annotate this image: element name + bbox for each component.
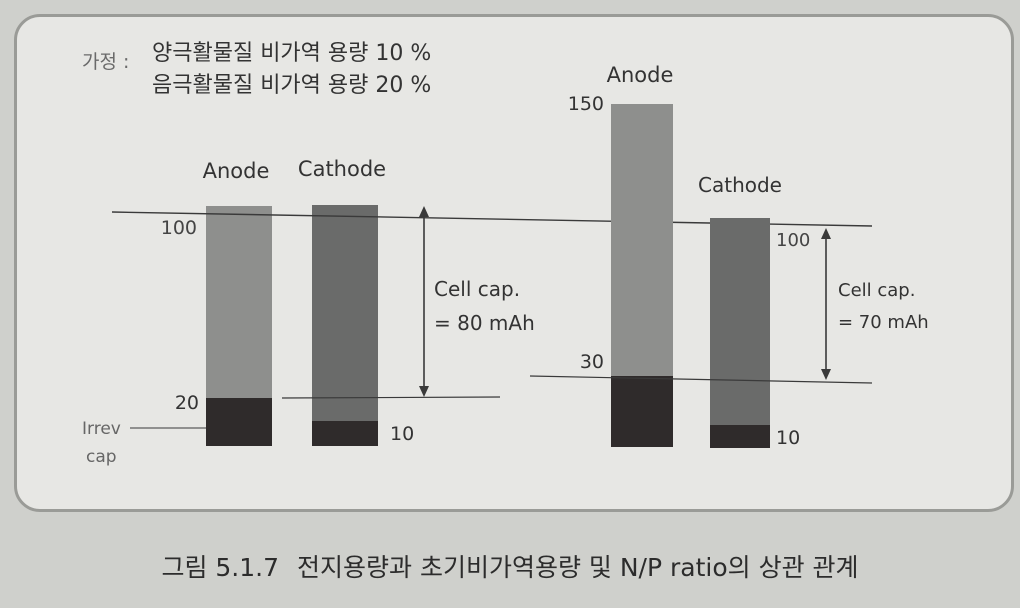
right-cell-cap-line-1: Cell cap. <box>838 280 915 301</box>
left-anode-bar <box>206 206 272 398</box>
figure-number: 그림 5.1.7 <box>161 553 280 582</box>
right-anode-label: Anode <box>607 63 674 87</box>
assumption-line-1: 양극활물질 비가역 용량 10 % <box>152 41 431 66</box>
right-anode-irrev-value: 30 <box>580 351 604 373</box>
left-cell-cap-line-2: = 80 mAh <box>434 311 535 335</box>
left-cathode-bar <box>312 205 378 421</box>
assumption-line-2: 음극활물질 비가역 용량 20 % <box>152 73 431 98</box>
figure-caption: 그림 5.1.7 전지용량과 초기비가역용량 및 N/P ratio의 상관 관계 <box>0 548 1020 584</box>
left-arrow-head-up <box>419 206 429 217</box>
right-anode-bar <box>611 104 673 376</box>
right-cathode-top-value: 100 <box>776 230 810 251</box>
right-cathode-label: Cathode <box>698 173 782 197</box>
figure-panel <box>14 14 1014 512</box>
right-anode-top-value: 150 <box>568 93 604 115</box>
left-anode-irrev-bar <box>206 398 272 446</box>
left-anode-top-value: 100 <box>161 217 197 239</box>
capacity-diagram: 가정 : 양극활물질 비가역 용량 10 % 음극활물질 비가역 용량 20 %… <box>82 41 929 467</box>
left-cathode-irrev-bar <box>312 421 378 446</box>
left-bottom-reference-line <box>281 396 501 399</box>
right-anode-irrev-bar <box>611 376 673 447</box>
right-cell-cap-line-2: = 70 mAh <box>838 312 929 333</box>
right-bottom-reference-line <box>529 375 873 384</box>
left-cathode-irrev-value: 10 <box>390 423 414 445</box>
left-anode-label: Anode <box>203 159 270 183</box>
left-cell-cap-line-1: Cell cap. <box>434 277 520 301</box>
right-cathode-bar <box>710 218 770 425</box>
caption-text: 전지용량과 초기비가역용량 및 N/P ratio의 상관 관계 <box>297 553 859 582</box>
left-arrow-head-down <box>419 386 429 397</box>
assumption-prefix: 가정 : <box>82 51 129 73</box>
irrev-label-line-1: Irrev <box>82 419 121 439</box>
right-cathode-irrev-bar <box>710 425 770 448</box>
left-cathode-label: Cathode <box>298 157 386 181</box>
right-cathode-irrev-value: 10 <box>776 427 800 449</box>
left-anode-irrev-value: 20 <box>175 392 199 414</box>
irrev-label-line-2: cap <box>86 447 117 467</box>
right-arrow-head-up <box>821 228 831 239</box>
right-arrow-head-down <box>821 369 831 380</box>
